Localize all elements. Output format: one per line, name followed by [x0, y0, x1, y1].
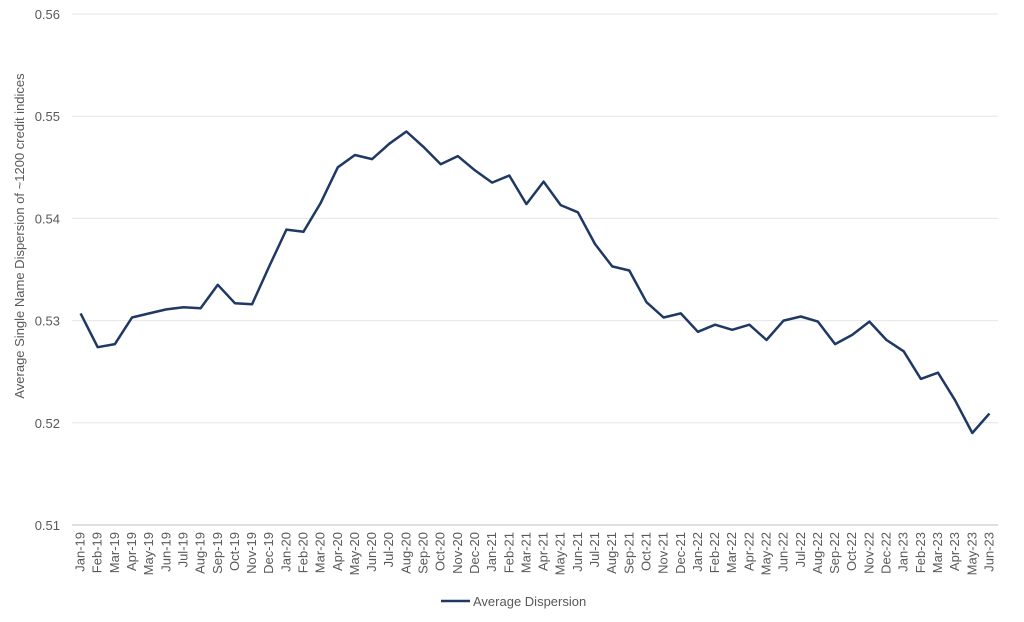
x-tick-label: Dec-22 — [879, 532, 894, 574]
x-tick-label: Aug-21 — [604, 532, 619, 574]
series-layer — [79, 130, 991, 435]
x-tick-label: Jun-21 — [570, 532, 585, 572]
x-tick-label: Jun-20 — [364, 532, 379, 572]
x-tick-label: Dec-20 — [467, 532, 482, 574]
x-tick-label: May-22 — [759, 532, 774, 575]
x-tick-label: Dec-21 — [673, 532, 688, 574]
x-tick-label: Jul-20 — [381, 532, 396, 567]
x-tick-label: Feb-19 — [90, 532, 105, 573]
x-tick-label: Apr-20 — [330, 532, 345, 571]
x-tick-label: Aug-20 — [398, 532, 413, 574]
x-tick-label: Jan-22 — [690, 532, 705, 572]
gridlines — [72, 13, 998, 526]
x-tick-label: Oct-22 — [844, 532, 859, 571]
x-tick-label: Oct-21 — [638, 532, 653, 571]
x-tick-label: Jun-22 — [776, 532, 791, 572]
x-tick-label: Mar-23 — [930, 532, 945, 573]
x-tick-label: May-21 — [553, 532, 568, 575]
x-tick-label: Sep-19 — [210, 532, 225, 574]
x-tick-label: Jul-21 — [587, 532, 602, 567]
x-tick-label: Mar-21 — [518, 532, 533, 573]
x-tick-label: Jan-20 — [278, 532, 293, 572]
y-tick-label: 0.51 — [35, 518, 60, 533]
x-tick-label: Jul-22 — [793, 532, 808, 567]
x-tick-label: May-23 — [964, 532, 979, 575]
x-tick-label: Feb-20 — [296, 532, 311, 573]
legend: Average Dispersion — [441, 594, 586, 609]
x-tick-label: Aug-22 — [810, 532, 825, 574]
x-tick-label: Sep-21 — [621, 532, 636, 574]
x-tick-label: Dec-19 — [261, 532, 276, 574]
x-tick-label: Nov-20 — [450, 532, 465, 574]
x-tick-label: Sep-20 — [416, 532, 431, 574]
x-tick-label: Jan-21 — [484, 532, 499, 572]
x-tick-label: Feb-22 — [707, 532, 722, 573]
x-tick-label: Oct-20 — [433, 532, 448, 571]
series-line-average-dispersion — [79, 130, 991, 435]
x-tick-label: Oct-19 — [227, 532, 242, 571]
x-tick-label: Jan-23 — [896, 532, 911, 572]
y-tick-labels: 0.51 0.52 0.53 0.54 0.55 0.56 — [35, 7, 60, 533]
x-tick-labels: Jan-19 Feb-19 Mar-19 Apr-19 May-19 Jun-19 Jul-… — [73, 532, 997, 575]
y-tick-label: 0.54 — [35, 211, 60, 226]
legend-label: Average Dispersion — [473, 594, 586, 609]
x-tick-label: Feb-21 — [501, 532, 516, 573]
y-tick-label: 0.53 — [35, 314, 60, 329]
y-tick-label: 0.52 — [35, 416, 60, 431]
y-axis-title: Average Single Name Dispersion of ~1200 … — [12, 73, 27, 399]
x-tick-label: Mar-20 — [313, 532, 328, 573]
x-tick-label: Sep-22 — [827, 532, 842, 574]
x-tick-label: May-20 — [347, 532, 362, 575]
x-tick-label: Aug-19 — [193, 532, 208, 574]
y-tick-label: 0.55 — [35, 109, 60, 124]
x-tick-label: Nov-21 — [656, 532, 671, 574]
x-tick-label: Jul-19 — [175, 532, 190, 567]
x-tick-label: Apr-22 — [741, 532, 756, 571]
x-tick-label: Apr-23 — [947, 532, 962, 571]
y-tick-label: 0.56 — [35, 7, 60, 22]
x-tick-label: Nov-22 — [861, 532, 876, 574]
x-tick-label: Feb-23 — [913, 532, 928, 573]
x-tick-label: Mar-19 — [107, 532, 122, 573]
x-tick-label: Jan-19 — [73, 532, 88, 572]
x-tick-label: Nov-19 — [244, 532, 259, 574]
x-tick-label: Apr-21 — [536, 532, 551, 571]
x-tick-label: Apr-19 — [124, 532, 139, 571]
x-tick-label: Jun-23 — [981, 532, 996, 572]
x-tick-label: Jun-19 — [158, 532, 173, 572]
x-tick-label: Mar-22 — [724, 532, 739, 573]
x-tick-label: May-19 — [141, 532, 156, 575]
